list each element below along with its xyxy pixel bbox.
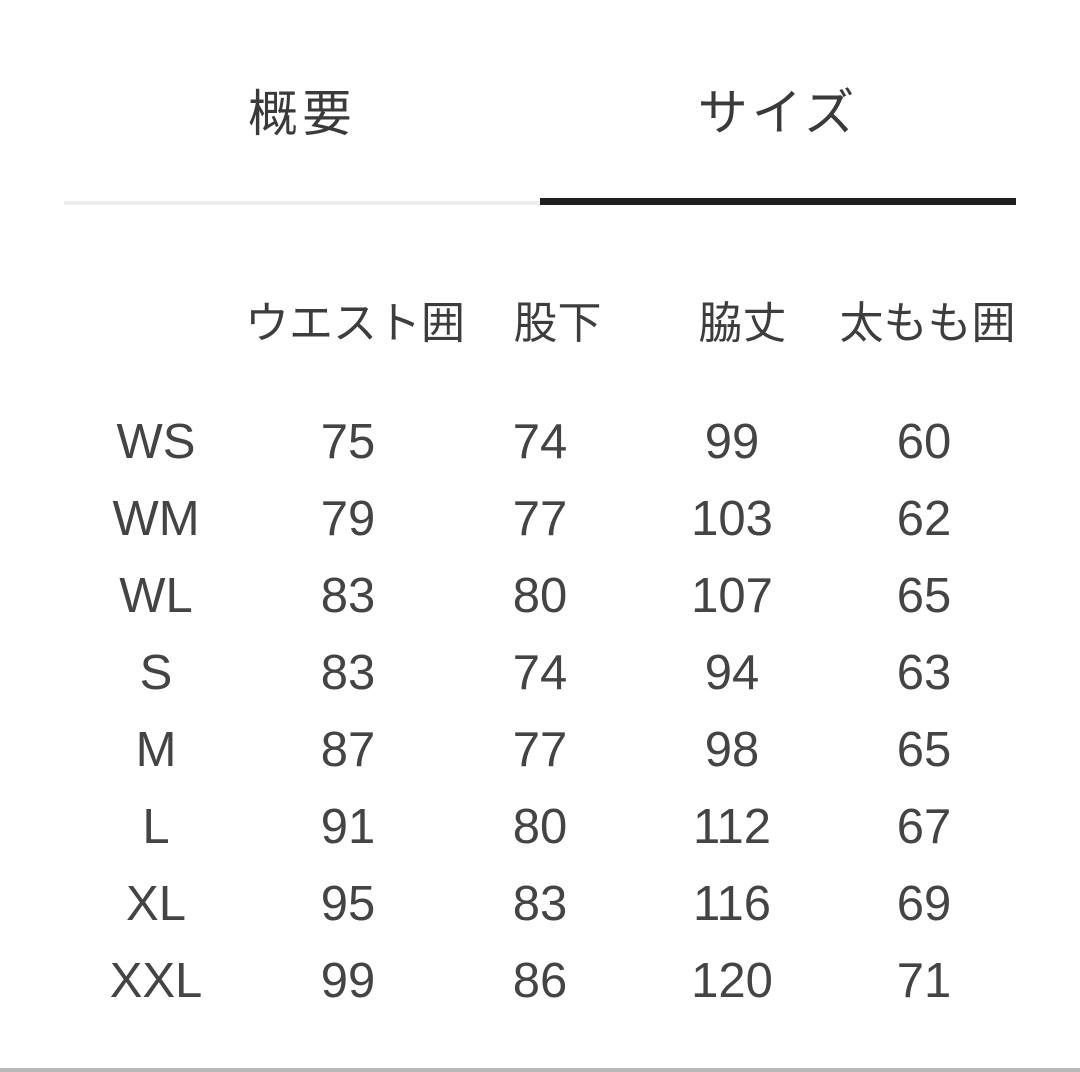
cell-side-length: 120 xyxy=(691,953,773,1008)
size-table: ウエスト囲 股下 脇丈 太もも囲 WS 75 74 99 60 WM 79 77… xyxy=(60,287,1020,1019)
cell-waist: 91 xyxy=(320,799,376,854)
column-header-waist: ウエスト囲 xyxy=(245,299,465,348)
table-row: WL 83 80 107 65 xyxy=(60,557,1020,634)
tab-overview[interactable]: 概要 xyxy=(64,89,540,205)
cell-waist: 83 xyxy=(320,568,376,623)
row-size-label: S xyxy=(139,645,173,700)
cell-waist: 99 xyxy=(320,953,376,1008)
row-size-label: XL xyxy=(126,876,186,931)
cell-side-length: 112 xyxy=(692,799,772,854)
cell-inseam: 77 xyxy=(512,491,568,546)
column-header-thigh: 太もも囲 xyxy=(839,299,1016,348)
table-row: XXL 99 86 120 71 xyxy=(60,942,1020,1019)
table-row: M 87 77 98 65 xyxy=(60,711,1020,788)
column-header-inseam: 股下 xyxy=(513,299,602,348)
cell-inseam: 86 xyxy=(512,953,568,1008)
cell-inseam: 80 xyxy=(512,568,568,623)
cell-thigh: 65 xyxy=(896,722,952,777)
cell-waist: 95 xyxy=(320,876,376,931)
table-row: WS 75 74 99 60 xyxy=(60,403,1020,480)
tabbar: 概要 サイズ xyxy=(64,88,1016,205)
cell-waist: 79 xyxy=(320,491,376,546)
table-row: L 91 80 112 67 xyxy=(60,788,1020,865)
cell-side-length: 116 xyxy=(692,876,772,931)
column-header-side-length: 脇丈 xyxy=(698,299,787,348)
cell-thigh: 60 xyxy=(896,414,952,469)
table-row: S 83 74 94 63 xyxy=(60,634,1020,711)
cell-inseam: 74 xyxy=(512,414,568,469)
bottom-divider xyxy=(0,1068,1080,1072)
cell-thigh: 65 xyxy=(896,568,952,623)
cell-side-length: 103 xyxy=(691,491,773,546)
cell-thigh: 67 xyxy=(896,799,952,854)
table-row: XL 95 83 116 69 xyxy=(60,865,1020,942)
row-size-label: XXL xyxy=(109,953,203,1008)
table-row: WM 79 77 103 62 xyxy=(60,480,1020,557)
cell-side-length: 94 xyxy=(704,645,760,700)
row-size-label: WL xyxy=(119,568,193,623)
cell-thigh: 71 xyxy=(896,953,952,1008)
cell-side-length: 98 xyxy=(704,722,760,777)
cell-side-length: 107 xyxy=(691,568,773,623)
cell-waist: 75 xyxy=(320,414,376,469)
row-size-label: M xyxy=(135,722,177,777)
table-header-row: ウエスト囲 股下 脇丈 太もも囲 xyxy=(60,287,1020,351)
cell-thigh: 69 xyxy=(896,876,952,931)
cell-thigh: 62 xyxy=(896,491,952,546)
cell-inseam: 74 xyxy=(512,645,568,700)
tab-size[interactable]: サイズ xyxy=(540,88,1016,205)
row-size-label: L xyxy=(142,799,170,854)
cell-inseam: 83 xyxy=(512,876,568,931)
cell-side-length: 99 xyxy=(704,414,760,469)
cell-inseam: 80 xyxy=(512,799,568,854)
cell-waist: 87 xyxy=(320,722,376,777)
row-size-label: WM xyxy=(112,491,200,546)
row-size-label: WS xyxy=(116,414,196,469)
cell-thigh: 63 xyxy=(896,645,952,700)
cell-inseam: 77 xyxy=(512,722,568,777)
cell-waist: 83 xyxy=(320,645,376,700)
